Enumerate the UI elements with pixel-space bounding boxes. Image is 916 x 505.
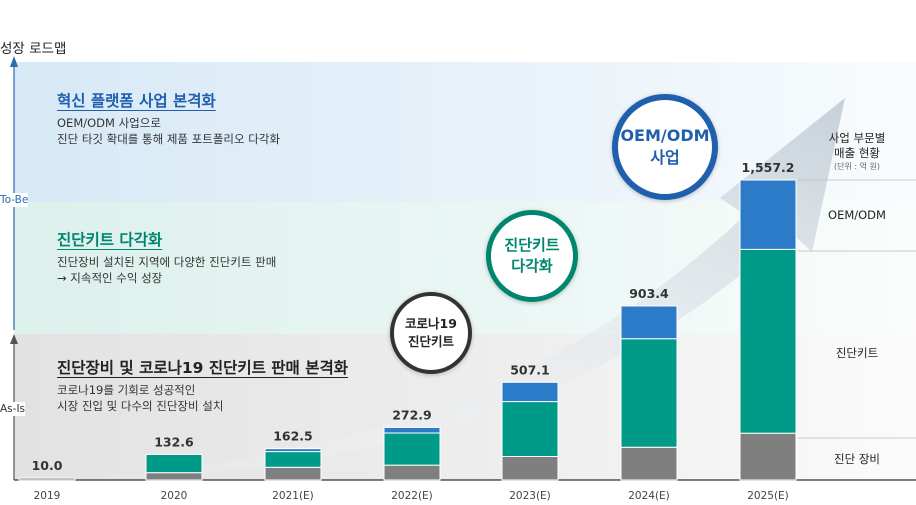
x-tick-label: 2023(E)	[509, 490, 551, 502]
circle-label: 진단키트	[504, 236, 560, 254]
circle-label: 진단키트	[407, 334, 454, 349]
legend-title-line: 매출 현황	[834, 146, 880, 160]
legend-title-line: 사업 부문별	[828, 131, 886, 145]
legend-label-oem-odm: OEM/ODM	[828, 208, 886, 222]
x-tick-label: 2024(E)	[628, 490, 670, 502]
band-description-line: 코로나19를 기회로 성공적인	[57, 383, 196, 397]
bar-segment-oem-odm	[501, 381, 559, 403]
bar-segment-equipment	[383, 464, 441, 481]
band-description-line: → 지속적인 수익 성장	[57, 271, 163, 285]
x-tick-label: 2021(E)	[272, 490, 314, 502]
band-title-platform: 혁신 플랫폼 사업 본격화	[57, 92, 216, 110]
bar-segment-equipment	[620, 446, 678, 481]
x-tick-label: 2022(E)	[391, 490, 433, 502]
circle-label: 사업	[650, 148, 680, 167]
to-be-arrowhead	[10, 56, 18, 67]
bar-segment-equipment	[18, 477, 76, 481]
bar-segment-oem-odm	[383, 426, 441, 434]
milestone-circle-oem-odm: OEM/ODM 사업	[612, 94, 718, 200]
band-description-platform: OEM/ODM 사업으로 진단 타깃 확대를 통해 제품 포트폴리오 다각화	[57, 115, 280, 147]
bar-total-label: 162.5	[273, 429, 313, 444]
bar-segment-kit	[739, 248, 797, 434]
bar-total-label: 903.4	[629, 286, 669, 301]
band-description-equipment: 코로나19를 기회로 성공적인 시장 진입 및 다수의 진단장비 설치	[57, 382, 223, 414]
growth-swoosh-arrow	[30, 98, 845, 481]
bar-segment-kit	[501, 401, 559, 457]
bar-segment-kit	[264, 451, 322, 468]
band-description-line: 진단장비 설치된 지역에 다양한 진단키트 판매	[57, 255, 277, 269]
as-is-label: As-Is	[0, 402, 26, 416]
x-tick-label: 2020	[161, 490, 188, 502]
bar-segment-equipment	[501, 455, 559, 481]
x-tick-label: 2019	[34, 490, 61, 502]
circle-label: OEM/ODM	[620, 126, 710, 145]
bar-segment-equipment	[739, 432, 797, 481]
legend-label-equipment: 진단 장비	[834, 452, 880, 466]
bar-total-label: 272.9	[392, 407, 432, 422]
bar-total-label: 1,557.2	[742, 160, 795, 175]
band-description-line: OEM/ODM 사업으로	[57, 116, 161, 130]
bar-segment-kit	[383, 432, 441, 466]
bar-segment-kit	[145, 453, 203, 474]
bar-segment-oem-odm	[739, 179, 797, 250]
circle-label: 코로나19	[405, 316, 457, 331]
circle-label: 다각화	[511, 257, 553, 275]
band-description-kit: 진단장비 설치된 지역에 다양한 진단키트 판매 → 지속적인 수익 성장	[57, 254, 276, 286]
bar-total-label: 132.6	[154, 434, 194, 449]
legend-title: 사업 부문별 매출 현황 (단위 : 억 원)	[798, 131, 916, 173]
to-be-label: To-Be	[0, 193, 29, 207]
bar-total-label: 507.1	[510, 362, 550, 377]
bar-segment-equipment	[264, 466, 322, 481]
bar-segment-oem-odm	[620, 305, 678, 340]
bar-total-label: 10.0	[32, 458, 63, 473]
milestone-circle-covid: 코로나19 진단키트	[390, 292, 472, 374]
bar-segment-kit	[620, 338, 678, 448]
milestone-circle-kit: 진단키트 다각화	[486, 210, 578, 302]
band-description-line: 진단 타깃 확대를 통해 제품 포트폴리오 다각화	[57, 132, 280, 146]
legend-label-kit: 진단키트	[835, 346, 879, 360]
page-title: 성장 로드맵	[0, 41, 67, 57]
legend-unit: (단위 : 억 원)	[833, 162, 880, 171]
band-description-line: 시장 진입 및 다수의 진단장비 설치	[57, 399, 224, 413]
as-is-arrowhead	[10, 334, 18, 344]
band-title-equipment: 진단장비 및 코로나19 진단키트 판매 본격화	[57, 359, 348, 377]
band-title-kit: 진단키트 다각화	[57, 231, 163, 249]
x-tick-label: 2025(E)	[747, 490, 789, 502]
bar-segment-equipment	[145, 472, 203, 481]
bar-segment-oem-odm	[264, 448, 322, 453]
